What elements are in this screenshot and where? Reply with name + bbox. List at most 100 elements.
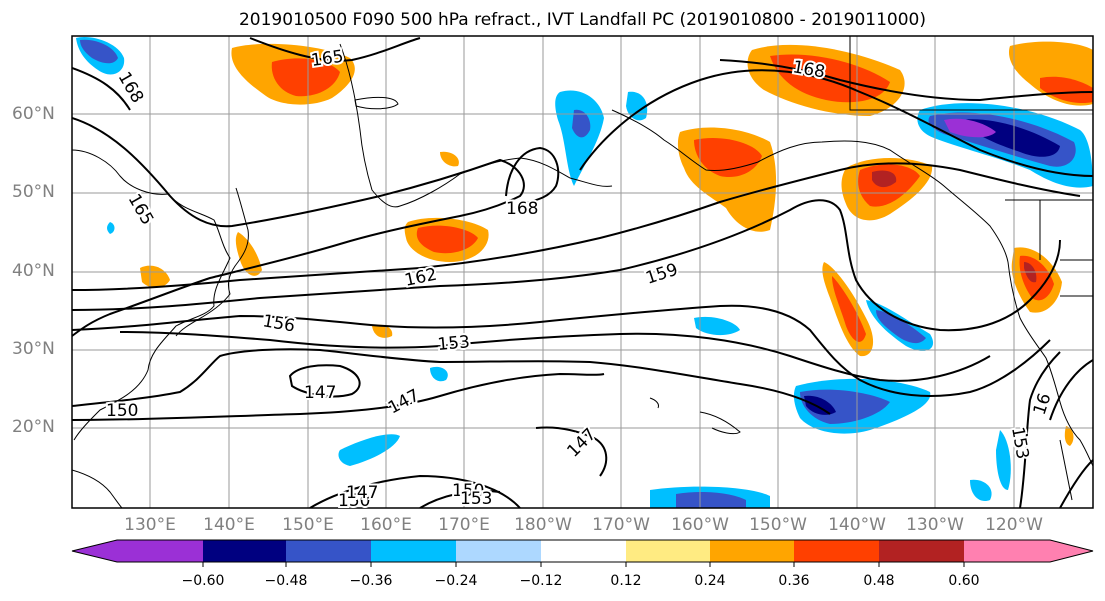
lon-label-130e: 130°E — [124, 515, 176, 535]
colorbar-tick-label: 0.60 — [948, 573, 980, 589]
coast-border — [1005, 199, 1093, 297]
shade-blue-small3 — [338, 434, 400, 466]
coast-baja — [1059, 439, 1073, 501]
colorbar-extend-max — [1050, 540, 1093, 562]
shade-blue-se2 — [970, 479, 992, 502]
contour-label: 147 — [385, 386, 423, 419]
colorbar-tick-label: −0.60 — [181, 573, 225, 589]
contour-ring-se — [1059, 459, 1093, 508]
contour-label: 150 — [338, 491, 370, 511]
colorbar-bin — [203, 540, 286, 562]
lat-label-30n: 30°N — [12, 339, 55, 359]
coast-russia-top — [354, 96, 399, 110]
shade-orange-small3 — [1064, 426, 1074, 446]
colorbar-tick-label: 0.48 — [863, 573, 895, 589]
shade-blue-small1 — [694, 316, 740, 336]
plot-frame — [71, 35, 1094, 509]
contour-label: 168 — [506, 199, 538, 219]
contour-label: 153 — [437, 332, 471, 355]
colorbar-tick-label: 0.24 — [694, 573, 726, 589]
contour-168-mid — [72, 117, 525, 337]
coast-arctic — [849, 36, 1093, 111]
shade-blue-bering2 — [626, 91, 648, 121]
lon-label-120w: 120°W — [985, 515, 1043, 535]
height-contours — [72, 37, 1093, 508]
shade-dkblue-nw — [80, 39, 118, 64]
colorbar-extend-min — [72, 540, 117, 562]
lon-label-150w: 150°W — [749, 515, 807, 535]
contour-label: 153 — [1007, 425, 1032, 460]
shade-mblue-strip — [876, 310, 926, 344]
contour-label: 153 — [460, 489, 492, 509]
contour-label: 168 — [114, 69, 148, 107]
colorbar-outline — [71, 539, 1094, 563]
lat-label-40n: 40°N — [12, 261, 55, 281]
contour-147-south — [535, 426, 608, 477]
colorbar-tick-label: 0.36 — [778, 573, 810, 589]
lon-label-160e: 160°E — [360, 515, 412, 535]
colorbar-bin — [626, 540, 710, 562]
colorbar-bin — [710, 540, 794, 562]
coast-asia — [72, 149, 231, 508]
contour-165-top — [249, 37, 421, 62]
lon-label-150e: 150°E — [282, 515, 334, 535]
shade-orange-small2 — [440, 151, 459, 167]
colorbar-bin — [794, 540, 879, 562]
colorbar-tick-label: −0.24 — [434, 573, 478, 589]
contour-153 — [119, 331, 991, 382]
shade-red-1 — [271, 58, 340, 97]
contour-label: 150 — [106, 401, 138, 421]
colorbar-bin — [117, 540, 203, 562]
colorbar-bin — [541, 540, 626, 562]
contour-label: 156 — [261, 311, 296, 336]
contour-150 — [72, 348, 831, 415]
contour-labels: 165 168 168 165 168 162 159 156 153 150 … — [104, 45, 1057, 513]
contour-label: 147 — [346, 483, 378, 503]
gridlines — [72, 36, 1093, 508]
contour-label: 159 — [643, 260, 680, 289]
contour-156 — [72, 304, 1051, 397]
contour-153-south — [419, 489, 501, 508]
shade-maroon-bc — [872, 170, 897, 188]
shade-purple-goa — [944, 118, 996, 138]
shade-mblue-hi — [800, 389, 890, 424]
colorbar-bin — [964, 540, 1050, 562]
colorbar-tick-label: −0.36 — [349, 573, 393, 589]
colorbar-tick-label: 0.12 — [610, 573, 642, 589]
colorbar-bin — [456, 540, 541, 562]
contour-16-se — [1049, 359, 1093, 421]
contour-label: 150 — [452, 481, 484, 501]
shade-red-mid — [416, 225, 478, 254]
coast-kamchatka — [339, 43, 613, 208]
shade-red-ne — [770, 54, 890, 103]
shade-mblue-south — [676, 492, 746, 508]
lon-label-130w: 130°W — [906, 515, 964, 535]
colorbar-tick-label: −0.12 — [519, 573, 563, 589]
colorbar-bin — [286, 540, 371, 562]
contour-label: 147 — [304, 383, 336, 403]
coast-japan — [175, 187, 249, 337]
coast-alaska — [611, 109, 1009, 263]
shade-blue-small4 — [107, 222, 115, 234]
lat-label-50n: 50°N — [12, 182, 55, 202]
shade-dkblue-bering — [572, 109, 591, 138]
contour-159 — [72, 199, 1061, 332]
shade-red-ak — [694, 137, 762, 178]
contour-168-ne — [719, 59, 1093, 102]
coast-hawaii — [649, 397, 741, 435]
coastlines — [72, 36, 1093, 508]
colorbar-tick-label: −0.48 — [264, 573, 308, 589]
contour-147-left — [288, 364, 361, 398]
lon-label-140e: 140°E — [203, 515, 255, 535]
colorbar — [71, 539, 1094, 567]
contour-162 — [72, 162, 1081, 291]
shade-orange-jp2 — [235, 232, 262, 276]
contour-168-bering — [505, 146, 560, 205]
shade-orange-jp — [140, 265, 170, 288]
contour-165-alaska — [579, 69, 1093, 177]
shade-orange-small — [372, 324, 393, 338]
colorbar-bin — [879, 540, 964, 562]
lat-label-20n: 20°N — [12, 417, 55, 437]
shade-red-ne2 — [1040, 76, 1093, 104]
